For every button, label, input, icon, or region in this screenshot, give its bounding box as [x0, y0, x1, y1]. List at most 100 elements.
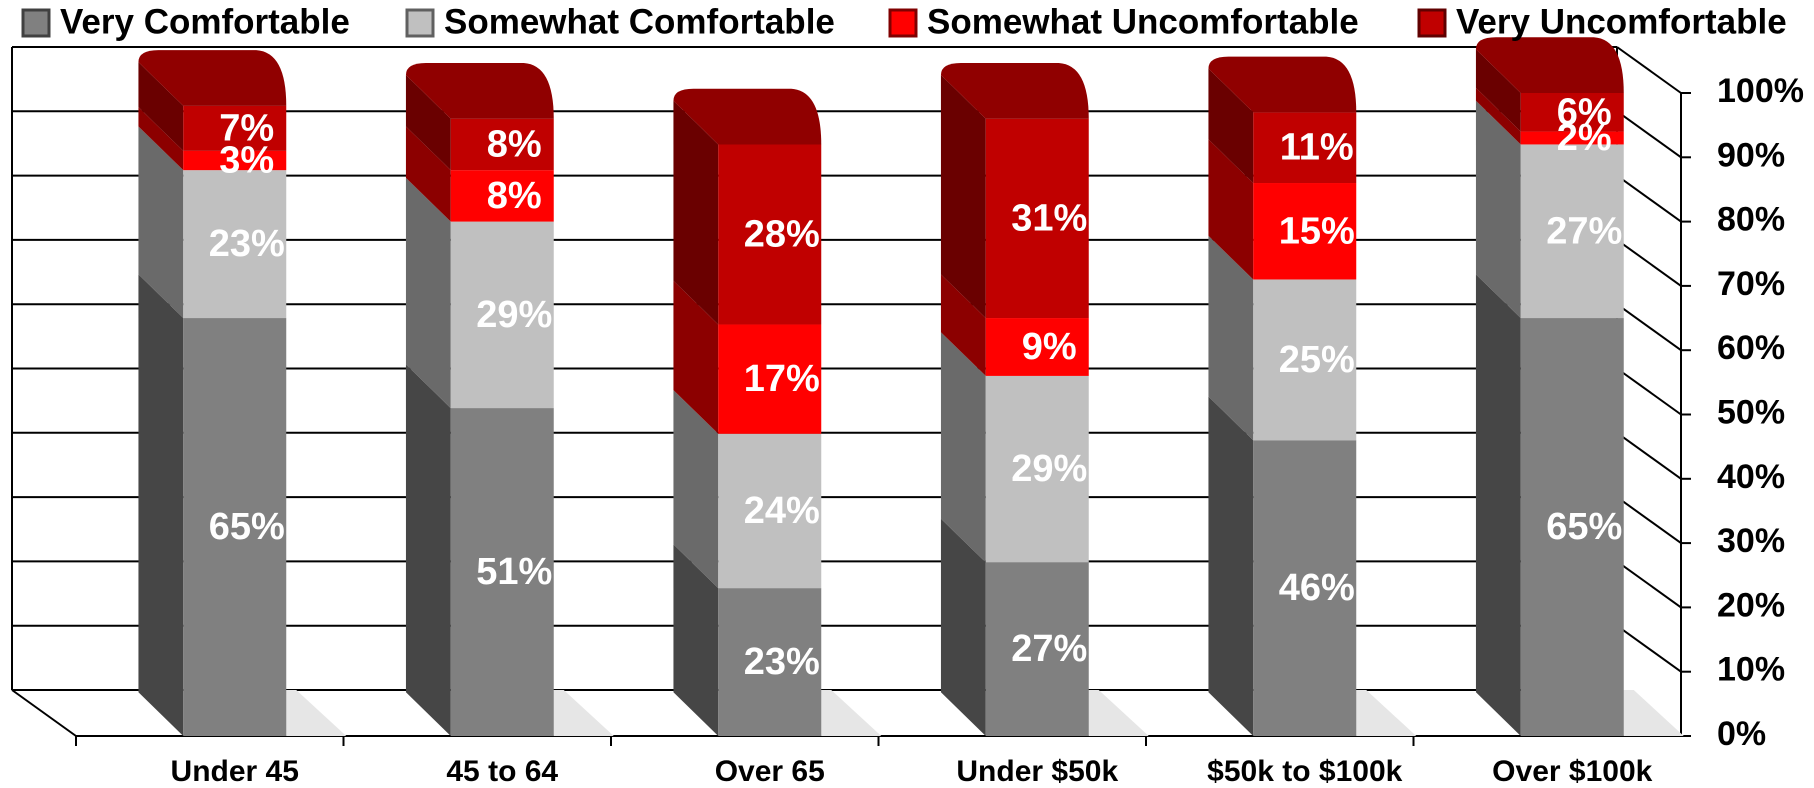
bar-side [138, 126, 184, 319]
bar-segment [1253, 440, 1357, 736]
y-tick-label: 40% [1717, 458, 1785, 496]
bar-top [940, 63, 1089, 119]
bar-segment [1520, 93, 1624, 132]
side-grid-line [1616, 303, 1682, 352]
bar-segment [1253, 279, 1357, 441]
legend-label: Somewhat Comfortable [444, 2, 835, 41]
floor-edge [11, 689, 77, 737]
bar-segment [985, 375, 1089, 563]
data-label: 29% [476, 294, 552, 336]
bar-segment [1520, 131, 1624, 145]
y-tick-label: 60% [1717, 329, 1785, 367]
bar-segment [718, 433, 822, 589]
y-tick-label: 20% [1717, 586, 1785, 624]
bar-top [1208, 56, 1357, 113]
bar-segment [450, 221, 554, 409]
bar-side [405, 75, 451, 171]
data-label: 28% [744, 213, 820, 255]
bar-side [138, 62, 184, 151]
bar-side [138, 107, 184, 171]
data-label: 6% [1557, 91, 1612, 133]
data-label: 2% [1557, 117, 1612, 159]
bar-top [673, 88, 822, 145]
bar-side [405, 177, 451, 409]
legend-swatch [1417, 8, 1447, 38]
bar-side [673, 390, 719, 589]
data-label: 65% [209, 506, 285, 548]
data-label: 23% [209, 223, 285, 265]
bar-side [405, 364, 451, 736]
bar-segment [1520, 144, 1624, 319]
bar-side [940, 332, 986, 563]
bar-segment [183, 170, 287, 319]
bar-side [1475, 49, 1521, 132]
side-grid-line [1616, 624, 1682, 673]
x-tick-label: Under 45 [171, 755, 299, 788]
side-grid-line [1616, 560, 1682, 609]
bar-side [940, 518, 986, 736]
bar-segment [450, 118, 554, 171]
bar-top [405, 63, 554, 119]
bar-side [673, 100, 719, 325]
y-tick-label: 70% [1717, 265, 1785, 303]
y-tick-label: 50% [1717, 393, 1785, 431]
bar-segment [450, 408, 554, 736]
legend-label: Very Comfortable [60, 2, 350, 41]
data-label: 15% [1279, 210, 1355, 252]
bar-segment [718, 324, 822, 434]
bar-segment [183, 150, 287, 171]
y-tick-label: 80% [1717, 201, 1785, 239]
bar-segment [985, 318, 1089, 376]
bar-side [1208, 396, 1254, 736]
bar-segment [985, 118, 1089, 319]
x-tick-label: 45 to 64 [446, 755, 558, 788]
data-label: 7% [219, 107, 274, 149]
side-grid-line [1616, 46, 1682, 94]
data-label: 3% [219, 140, 274, 182]
y-tick-label: 90% [1717, 136, 1785, 174]
side-grid-line [1616, 367, 1682, 416]
bar-segment [1253, 183, 1357, 280]
legend-label: Somewhat Uncomfortable [927, 2, 1359, 41]
x-tick-label: $50k to $100k [1207, 755, 1402, 788]
y-tick-label: 100% [1717, 72, 1804, 110]
data-label: 8% [487, 123, 542, 165]
data-label: 29% [1011, 448, 1087, 490]
data-label: 51% [476, 551, 552, 593]
bar-side [138, 274, 184, 736]
data-label: 11% [1280, 127, 1354, 169]
side-grid-line [1616, 431, 1682, 480]
data-label: 31% [1011, 197, 1087, 239]
bar-side [1475, 87, 1521, 145]
side-grid-line [1616, 110, 1682, 159]
bar-top [138, 50, 287, 106]
data-label: 27% [1546, 210, 1622, 252]
data-label: 23% [744, 641, 820, 683]
bar-segment [183, 105, 287, 151]
data-label: 65% [1546, 506, 1622, 548]
bar-segment [183, 318, 287, 736]
side-grid-line [1616, 496, 1682, 544]
data-label: 8% [487, 175, 542, 217]
bar-side [405, 126, 451, 222]
y-tick-label: 0% [1717, 715, 1766, 753]
bar-side [940, 75, 986, 319]
data-label: 17% [744, 358, 820, 400]
y-tick-label: 30% [1717, 522, 1785, 560]
bar-segment [450, 170, 554, 222]
x-tick-label: Over $100k [1492, 755, 1652, 788]
legend-label: Very Uncomfortable [1456, 2, 1787, 41]
bar-segment [1253, 112, 1357, 184]
bar-side [1475, 274, 1521, 736]
y-tick-label: 10% [1717, 651, 1785, 689]
x-tick-label: Over 65 [715, 755, 825, 788]
bar-side [673, 280, 719, 434]
bar-side [1208, 139, 1254, 280]
bar-side [940, 274, 986, 376]
data-label: 24% [744, 490, 820, 532]
legend-swatch [405, 8, 435, 38]
data-label: 25% [1279, 339, 1355, 381]
data-label: 27% [1011, 628, 1087, 670]
x-tick-label: Under $50k [956, 755, 1118, 788]
